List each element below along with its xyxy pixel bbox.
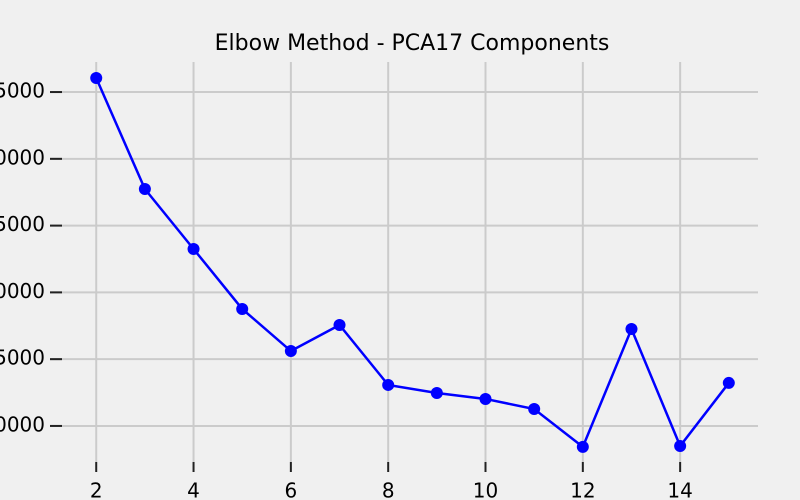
point <box>236 302 249 315</box>
point <box>138 183 151 196</box>
point <box>722 376 735 389</box>
x-tick-label: 6 <box>284 479 297 500</box>
x-tick-label: 8 <box>382 479 395 500</box>
point <box>284 345 297 358</box>
y-tick-label: 35000 <box>0 79 45 103</box>
y-tick-label: 25000 <box>0 212 45 236</box>
point <box>187 242 200 255</box>
point <box>90 72 103 85</box>
x-tick-label: 4 <box>187 479 200 500</box>
point <box>674 439 687 452</box>
chart-title: Elbow Method - PCA17 Components <box>215 31 610 56</box>
series-line <box>95 77 730 449</box>
x-tick-label: 10 <box>473 479 498 500</box>
point <box>528 402 541 415</box>
y-tick-label: 30000 <box>0 145 45 169</box>
point <box>382 378 395 391</box>
point <box>576 440 589 453</box>
x-tick-label: 12 <box>570 479 595 500</box>
y-tick-label: 20000 <box>0 279 45 303</box>
point <box>625 322 638 335</box>
point <box>430 386 443 399</box>
y-tick-label: 15000 <box>0 346 45 370</box>
point <box>333 318 346 331</box>
y-tick-label: 10000 <box>0 412 45 436</box>
point <box>479 392 492 405</box>
x-tick-label: 2 <box>90 479 103 500</box>
x-tick-label: 14 <box>667 479 692 500</box>
